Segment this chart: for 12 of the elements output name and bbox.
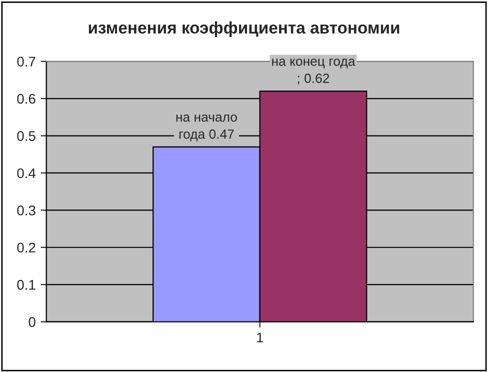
chart-title: изменения коэффициента автономии: [88, 21, 400, 37]
y-tick-label: 0.2: [17, 242, 36, 253]
y-tick-label: 0.3: [17, 206, 36, 216]
x-tick-label: 1: [257, 332, 264, 342]
y-tick-label: 0.4: [17, 168, 36, 178]
y-tick-label: 0.7: [17, 56, 36, 67]
y-tick-label: 0.6: [17, 94, 36, 104]
y-tick-label: 0: [28, 317, 36, 327]
y-tick-label: 0.1: [17, 280, 36, 290]
y-tick-label: 0.5: [17, 131, 36, 141]
data-label: на начало года 0.47: [176, 114, 237, 142]
data-label: на конец года ; 0.62: [272, 58, 356, 85]
